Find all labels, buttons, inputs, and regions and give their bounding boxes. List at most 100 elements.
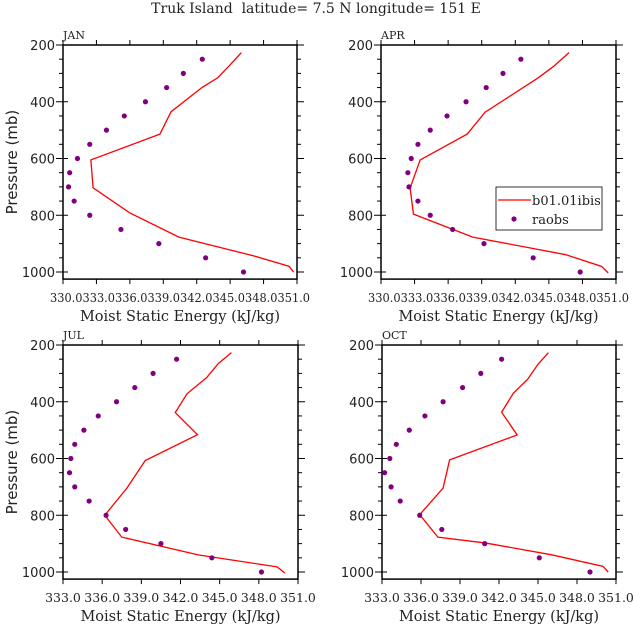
raobs-point xyxy=(577,269,583,275)
y-tick-label: 1000 xyxy=(340,266,373,281)
y-tick-label: 600 xyxy=(30,153,55,168)
raobs-point xyxy=(415,141,421,147)
plot-frame xyxy=(381,344,617,580)
y-tick-label: 200 xyxy=(349,339,374,354)
panel-title: JAN xyxy=(62,29,85,42)
y-tick-label: 200 xyxy=(30,339,55,354)
raobs-point xyxy=(463,99,469,105)
raobs-point xyxy=(123,526,129,533)
raobs-point xyxy=(121,113,127,119)
raobs-point xyxy=(388,484,394,490)
raobs-point xyxy=(427,127,433,133)
raobs-point xyxy=(417,512,423,518)
y-tick-label: 1000 xyxy=(341,566,374,581)
raobs-point xyxy=(71,198,77,204)
panel-apr: APR 200 400 600 800 1000 330.0333.0336.0339.03… xyxy=(340,29,629,325)
raobs-point xyxy=(81,427,87,433)
x-axis-label: Moist Static Energy (kJ/kg) xyxy=(399,609,599,624)
y-tick-label: 600 xyxy=(30,453,55,468)
chart-title: Truk Island latitude= 7.5 N longitude= 1… xyxy=(151,1,481,17)
raobs-point xyxy=(483,84,489,91)
legend-label-raobs: raobs xyxy=(532,213,569,228)
raobs-point xyxy=(444,113,450,119)
legend-label-model: b01.01ibis xyxy=(532,194,601,209)
y-tick-label: 800 xyxy=(348,209,373,224)
raobs-point xyxy=(427,212,433,218)
raobs-point xyxy=(142,99,149,105)
plot-frame xyxy=(62,44,298,280)
x-tick-label: 336.0 xyxy=(84,590,120,605)
y-tick-label: 800 xyxy=(349,509,374,524)
series-line-model xyxy=(103,352,286,574)
raobs-point xyxy=(74,155,81,162)
raobs-point xyxy=(68,455,74,462)
legend: b01.01ibis raobs xyxy=(495,186,603,231)
raobs-point xyxy=(118,226,124,233)
raobs-point xyxy=(199,56,205,62)
x-tick-label: 345.0 xyxy=(202,590,238,605)
y-tick-label: 200 xyxy=(30,39,55,54)
raobs-point xyxy=(240,269,247,275)
raobs-point xyxy=(67,170,73,176)
x-axis-label: Moist Static Energy (kJ/kg) xyxy=(80,609,280,624)
raobs-point xyxy=(87,212,93,218)
y-axis-label: Pressure (mb) xyxy=(3,110,21,215)
x-tick-label: 342.0 xyxy=(163,590,199,605)
y-tick-label: 600 xyxy=(348,153,373,168)
x-tick-label: 339.0 xyxy=(123,590,159,605)
x-tick-labels: 330.0333.0336.0339.0342.0345.0348.0351.0 xyxy=(368,290,629,305)
raobs-point xyxy=(406,427,412,433)
x-tick-label: 336.0 xyxy=(403,590,439,605)
y-axis-label: Pressure (mb) xyxy=(3,410,21,515)
raobs-point xyxy=(156,241,162,247)
raobs-point xyxy=(87,141,93,147)
raobs-point xyxy=(103,127,110,133)
y-tick-label: 1000 xyxy=(22,566,55,581)
raobs-point xyxy=(387,455,393,462)
y-tick-label: 600 xyxy=(349,453,374,468)
y-tick-label: 200 xyxy=(348,39,373,54)
x-tick-label: 351.0 xyxy=(598,590,633,605)
raobs-point xyxy=(481,241,487,247)
y-tick-label: 400 xyxy=(349,396,374,411)
raobs-point xyxy=(460,384,466,391)
y-tick-label: 800 xyxy=(30,509,55,524)
panel-title: OCT xyxy=(382,329,407,342)
raobs-point xyxy=(180,70,186,76)
raobs-point xyxy=(587,569,593,575)
raobs-point xyxy=(72,484,78,490)
y-tick-label: 400 xyxy=(30,396,55,411)
raobs-point xyxy=(150,370,156,376)
raobs-point xyxy=(439,526,445,533)
panel-jan: JAN 200 400 600 800 1000 330.0333.0336.0339.03… xyxy=(3,29,310,325)
plot-frame xyxy=(62,344,299,580)
x-tick-label: 342.0 xyxy=(481,590,517,605)
raobs-point xyxy=(158,541,164,547)
x-tick-label: 348.0 xyxy=(241,590,277,605)
raobs-point xyxy=(397,498,403,504)
raobs-point xyxy=(95,413,101,419)
raobs-point xyxy=(415,198,421,204)
raobs-point xyxy=(450,226,456,233)
raobs-point xyxy=(382,470,388,476)
raobs-point xyxy=(422,413,428,419)
y-tick-label: 400 xyxy=(30,96,55,111)
y-tick-label: 400 xyxy=(348,96,373,111)
y-tick-label: 800 xyxy=(30,209,55,224)
raobs-point xyxy=(132,384,138,391)
raobs-point xyxy=(500,70,506,76)
raobs-point xyxy=(478,370,484,376)
series-line-model xyxy=(418,352,609,573)
raobs-point xyxy=(113,399,120,405)
x-axis-label: Moist Static Energy (kJ/kg) xyxy=(398,309,598,325)
panel-title: APR xyxy=(380,29,405,42)
x-tick-label: 333.0 xyxy=(45,590,81,605)
x-tick-label: 339.0 xyxy=(442,590,478,605)
plot-frame xyxy=(380,44,617,280)
raobs-point xyxy=(518,56,524,62)
raobs-point xyxy=(530,255,536,261)
legend-dot-icon xyxy=(511,216,517,222)
